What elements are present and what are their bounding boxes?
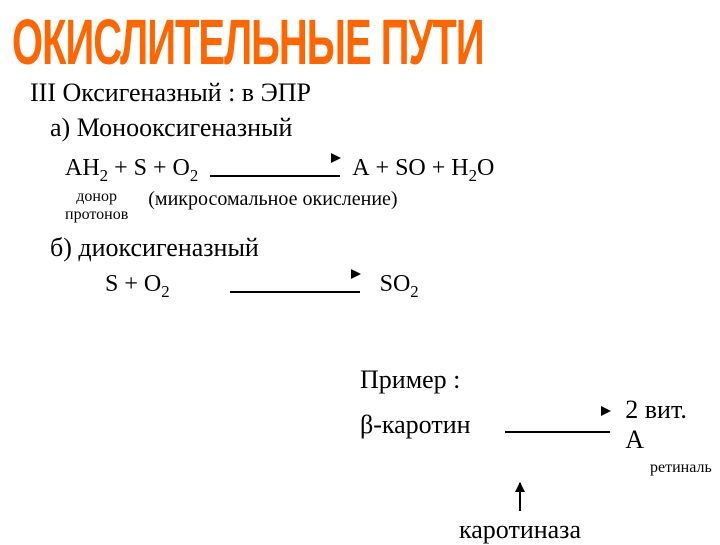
reaction1-note: донор протонов (микросомальное окисление… — [30, 186, 700, 223]
carotene-text: -каротин — [373, 410, 470, 440]
vit-a-text: 2 вит. А — [625, 395, 711, 455]
heading-section: III Оксигеназный : в ЭПР а) Монооксигена… — [30, 75, 700, 145]
heading-line-2: а) Монооксигеназный — [30, 110, 700, 145]
reaction-1: АН2 + S + O2 А + SO + H2O — [30, 155, 700, 186]
example-label: Пример : — [360, 365, 712, 395]
beta-carotene-line: β-каротин 2 вит. А — [360, 395, 712, 455]
arrow-icon — [230, 273, 360, 300]
arrow-up-icon — [519, 483, 521, 511]
sub-b-heading: б) диоксигеназный — [30, 233, 700, 263]
example-block: Пример : β-каротин 2 вит. А ретиналь кар… — [360, 365, 712, 545]
beta-symbol: β — [360, 410, 373, 440]
reaction1-rhs: А + SO + H2O — [352, 155, 494, 186]
reaction1-lhs: АН2 + S + O2 — [65, 155, 198, 186]
reaction2-lhs: S + O2 — [105, 271, 170, 302]
reaction2-rhs: SO2 — [380, 271, 419, 302]
content-block: III Оксигеназный : в ЭПР а) Монооксигена… — [30, 75, 700, 302]
page-title: ОКИСЛИТЕЛЬНЫЕ ПУТИ — [12, 8, 484, 80]
heading-line-1: III Оксигеназный : в ЭПР — [30, 75, 700, 110]
reaction-2: S + O2 SO2 — [30, 271, 700, 302]
arrow-icon — [505, 410, 610, 440]
retinal-label: ретиналь — [360, 459, 712, 477]
microsomal-label: (микросомальное окисление) — [148, 186, 397, 211]
donor-label: донор протонов — [65, 186, 128, 223]
carotinase-label: каротиназа — [459, 515, 581, 545]
carotinase-block: каротиназа — [360, 483, 580, 545]
arrow-icon — [210, 157, 340, 184]
